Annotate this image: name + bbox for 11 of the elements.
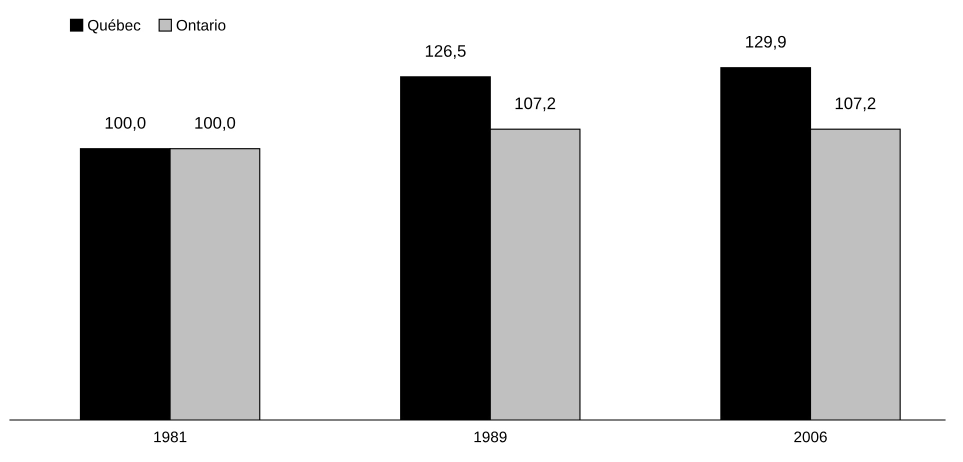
data-label: 129,9 — [746, 36, 786, 50]
data-label: 100,0 — [195, 116, 236, 131]
data-label: 126,5 — [426, 45, 466, 59]
data-label: 107,2 — [836, 97, 876, 112]
legend-label: Ontario — [176, 19, 226, 31]
x-tick-label: 2006 — [794, 432, 827, 442]
legend-label: Québec — [88, 19, 140, 34]
x-tick-label: 1989 — [474, 432, 507, 442]
x-tick-label: 1981 — [154, 432, 186, 442]
data-label: 107,2 — [516, 97, 556, 112]
data-label: 100,0 — [106, 116, 146, 131]
